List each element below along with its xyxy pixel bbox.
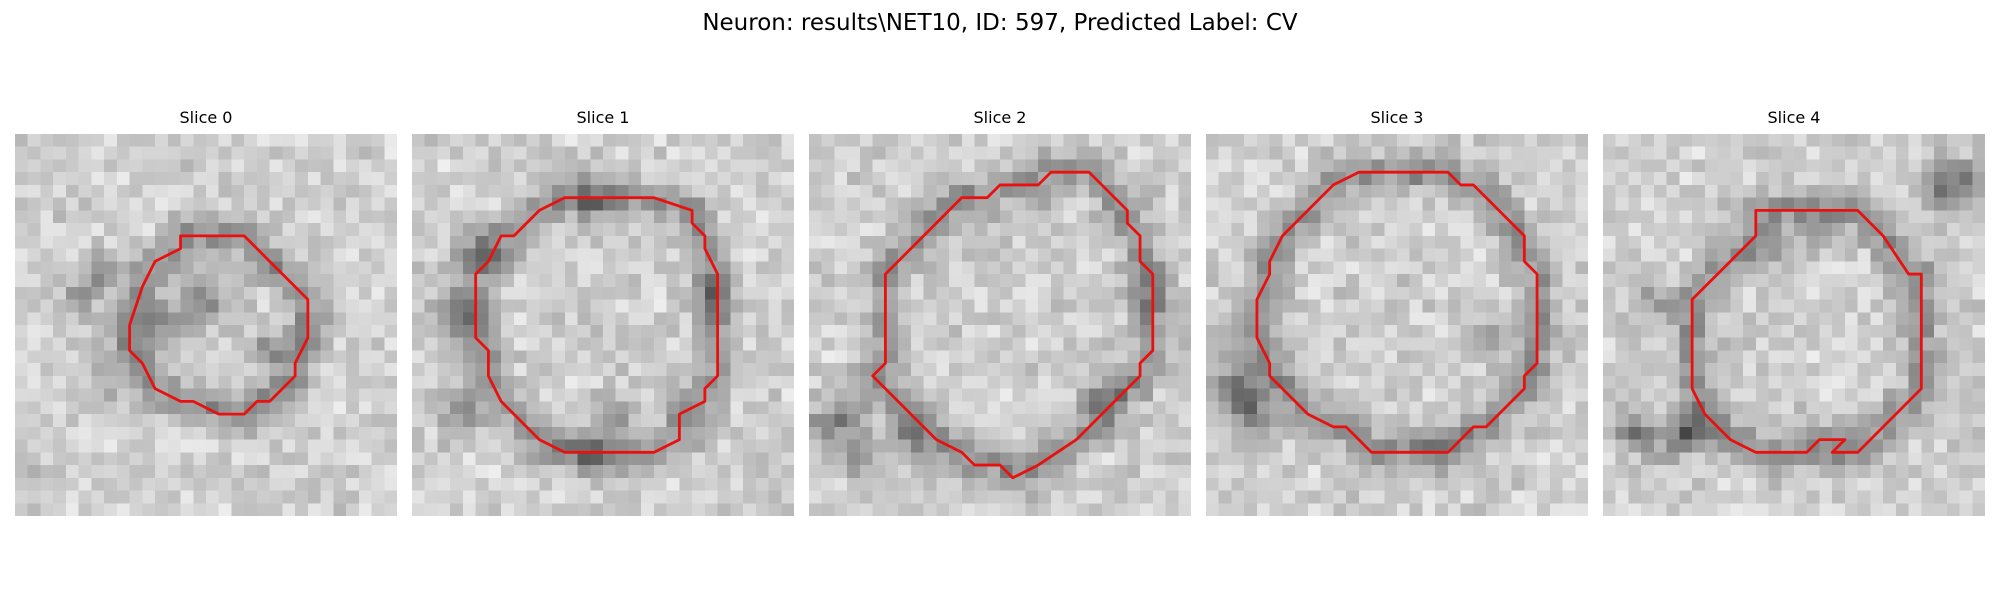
slice-title: Slice 4 (1767, 108, 1821, 127)
cell-contour (871, 170, 1155, 480)
cell-contour (128, 234, 310, 416)
slice-image (15, 134, 397, 516)
slice-title: Slice 0 (179, 108, 233, 127)
slice-title: Slice 1 (576, 108, 630, 127)
slice-image-svg (15, 134, 397, 516)
slice-image (809, 134, 1191, 516)
slice-image-svg (1603, 134, 1985, 516)
slice-image (412, 134, 794, 516)
figure-title: Neuron: results\NET10, ID: 597, Predicte… (702, 10, 1298, 36)
slice-image (1603, 134, 1985, 516)
slice-image (1206, 134, 1588, 516)
slice-image-svg (809, 134, 1191, 516)
cell-contour (474, 196, 720, 454)
slice-title: Slice 3 (1370, 108, 1424, 127)
slice-image-svg (412, 134, 794, 516)
slice-title: Slice 2 (973, 108, 1027, 127)
cell-contour (1690, 208, 1923, 454)
slice-image-svg (1206, 134, 1588, 516)
cell-contour (1255, 170, 1539, 454)
